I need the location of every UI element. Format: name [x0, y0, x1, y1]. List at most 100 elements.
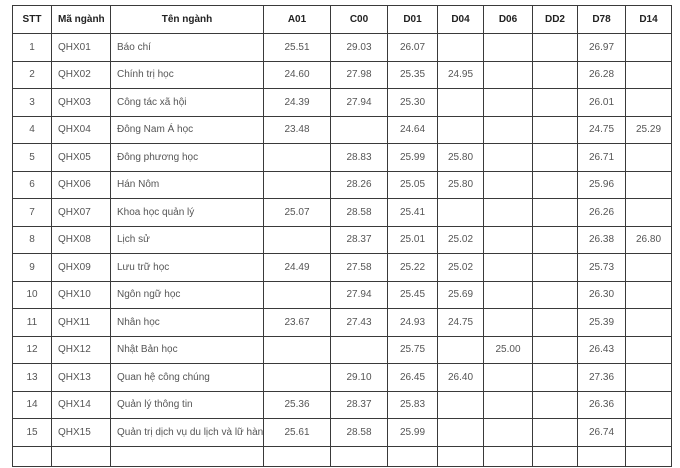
cell-d14: [625, 390, 672, 419]
cell-stt: 7: [12, 198, 52, 227]
cell-d01: 25.41: [387, 198, 438, 227]
cell-c00: [330, 115, 388, 144]
cell-d01: 25.22: [387, 253, 438, 282]
cell-stt: 13: [12, 363, 52, 392]
cell-dd2: [532, 390, 578, 419]
cell-major-code: QHX03: [51, 88, 111, 117]
cell-major-name: Lưu trữ học: [110, 253, 264, 282]
cell-d01: 25.01: [387, 225, 438, 254]
cell-major-code: QHX14: [51, 390, 111, 419]
cell-major-name: Đông phương học: [110, 143, 264, 172]
cell-stt: 11: [12, 308, 52, 337]
cell-d04: 25.02: [437, 225, 484, 254]
cell-empty: [483, 445, 533, 467]
cell-empty: [263, 445, 331, 467]
cell-d04: 24.75: [437, 308, 484, 337]
cell-c00: 29.10: [330, 363, 388, 392]
table-row: 9 QHX09 Lưu trữ học 24.49 27.58 25.22 25.02 25.…: [12, 253, 672, 282]
cell-d78: 26.43: [577, 335, 626, 364]
cell-dd2: [532, 143, 578, 172]
cell-stt: 10: [12, 280, 52, 309]
cell-stt: 2: [12, 60, 52, 89]
cell-major-code: QHX15: [51, 418, 111, 447]
cell-stt: 4: [12, 115, 52, 144]
cell-d78: 26.97: [577, 33, 626, 62]
cell-major-code: QHX13: [51, 363, 111, 392]
cell-stt: 6: [12, 170, 52, 199]
cell-d78: 26.36: [577, 390, 626, 419]
cell-a01: [263, 143, 331, 172]
table-row: 1 QHX01 Báo chí 25.51 29.03 26.07 26.97: [12, 33, 672, 62]
cell-major-code: QHX04: [51, 115, 111, 144]
cell-d06: [483, 88, 533, 117]
cell-a01: 24.49: [263, 253, 331, 282]
cell-dd2: [532, 335, 578, 364]
cell-d04: [437, 115, 484, 144]
cell-c00: [330, 335, 388, 364]
column-header-d04: D04: [437, 5, 484, 34]
cell-a01: 24.39: [263, 88, 331, 117]
cell-d78: 25.73: [577, 253, 626, 282]
cell-d04: 25.80: [437, 170, 484, 199]
cell-d04: [437, 418, 484, 447]
cell-empty: [110, 445, 264, 467]
cell-stt: 5: [12, 143, 52, 172]
cell-a01: 25.36: [263, 390, 331, 419]
cell-major-name: Chính trị học: [110, 60, 264, 89]
cell-d14: 25.29: [625, 115, 672, 144]
cell-major-name: Quan hệ công chúng: [110, 363, 264, 392]
cell-stt: 8: [12, 225, 52, 254]
cell-d01: 26.07: [387, 33, 438, 62]
cell-c00: 29.03: [330, 33, 388, 62]
cell-c00: 28.37: [330, 390, 388, 419]
cell-d14: [625, 198, 672, 227]
cell-major-name: Lịch sử: [110, 225, 264, 254]
cell-major-name: Đông Nam Á học: [110, 115, 264, 144]
cell-major-name: Báo chí: [110, 33, 264, 62]
table-row: 7 QHX07 Khoa học quản lý 25.07 28.58 25.41 26.…: [12, 198, 672, 227]
cell-empty: [532, 445, 578, 467]
cell-d78: 26.30: [577, 280, 626, 309]
cell-dd2: [532, 418, 578, 447]
cell-d14: [625, 143, 672, 172]
table-row: 3 QHX03 Công tác xã hội 24.39 27.94 25.30 26.0…: [12, 88, 672, 117]
cell-d06: [483, 280, 533, 309]
cell-c00: 27.98: [330, 60, 388, 89]
cell-empty: [577, 445, 626, 467]
cell-a01: [263, 335, 331, 364]
cell-empty: [330, 445, 388, 467]
cell-stt: 12: [12, 335, 52, 364]
cell-d14: [625, 280, 672, 309]
cell-stt: 15: [12, 418, 52, 447]
cell-dd2: [532, 170, 578, 199]
cell-major-code: QHX02: [51, 60, 111, 89]
cell-d14: [625, 88, 672, 117]
column-header-d01: D01: [387, 5, 438, 34]
cell-d06: [483, 115, 533, 144]
cell-d06: [483, 33, 533, 62]
cell-dd2: [532, 198, 578, 227]
cell-d01: 24.93: [387, 308, 438, 337]
cell-d06: 25.00: [483, 335, 533, 364]
cell-d06: [483, 198, 533, 227]
cell-major-name: Công tác xã hội: [110, 88, 264, 117]
cell-d78: 26.01: [577, 88, 626, 117]
cell-c00: 27.43: [330, 308, 388, 337]
cell-dd2: [532, 308, 578, 337]
cell-d14: [625, 60, 672, 89]
cell-c00: 28.26: [330, 170, 388, 199]
table-row: 14 QHX14 Quản lý thông tin 25.36 28.37 25.83 2…: [12, 390, 672, 419]
cell-d14: 26.80: [625, 225, 672, 254]
cell-d01: 25.05: [387, 170, 438, 199]
cell-dd2: [532, 60, 578, 89]
cell-d04: 25.69: [437, 280, 484, 309]
cell-stt: 9: [12, 253, 52, 282]
cell-d06: [483, 60, 533, 89]
cell-d01: 25.83: [387, 390, 438, 419]
cell-d04: 25.02: [437, 253, 484, 282]
cell-c00: 27.58: [330, 253, 388, 282]
column-header-c00: C00: [330, 5, 388, 34]
table-row: 4 QHX04 Đông Nam Á học 23.48 24.64 24.75 25.29: [12, 115, 672, 144]
cell-a01: [263, 225, 331, 254]
cell-dd2: [532, 253, 578, 282]
